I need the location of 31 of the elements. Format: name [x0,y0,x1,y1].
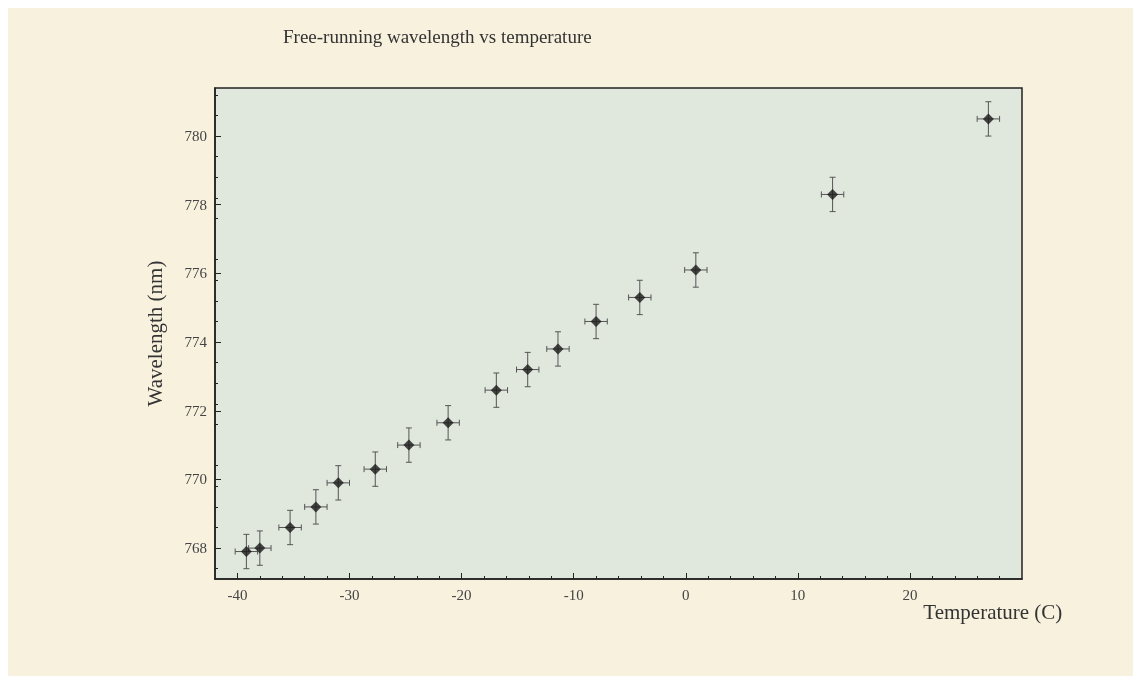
point [403,439,415,451]
x-tick-label: -10 [563,586,584,603]
y-tick-label: 770 [184,471,207,488]
x-tick-label: 20 [902,586,918,603]
point [827,188,839,200]
point [442,417,454,429]
x-tick-label: 0 [682,586,690,603]
y-tick-label: 774 [184,334,208,351]
x-tick-label: 10 [790,586,806,603]
y-tick-label: 776 [184,265,208,282]
y-tick-label: 772 [184,402,207,419]
chart-title: Free-running wavelength vs temperature [283,26,592,47]
point [522,364,534,376]
point [310,501,322,513]
point [590,315,602,327]
point [490,384,502,396]
x-tick-label: -20 [451,586,472,603]
point [332,477,344,489]
point [982,113,994,125]
point [552,343,564,355]
y-axis-title: Wavelength (nm) [142,260,167,407]
x-tick-label: -30 [339,586,360,603]
x-axis-title: Temperature (C) [923,599,1063,624]
point [284,522,296,533]
point [634,291,646,303]
y-tick-label: 778 [184,196,207,213]
x-tick-label: -40 [227,586,248,603]
point [369,463,381,475]
y-tick-label: 780 [184,128,207,145]
y-tick-label: 768 [184,540,207,557]
point [690,264,702,276]
